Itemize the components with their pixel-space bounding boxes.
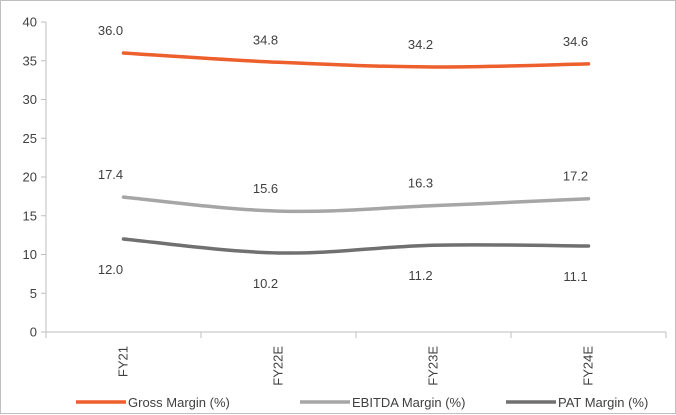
series-line-1 [121, 51, 591, 69]
legend-label: Gross Margin (%) [128, 395, 230, 410]
data-label: 12.0 [98, 262, 123, 277]
y-tick-label: 30 [23, 92, 37, 107]
data-label: 11.1 [563, 269, 587, 284]
data-label: 17.4 [98, 167, 123, 182]
x-tick-label: FY22E [271, 346, 286, 386]
x-tick-label: FY23E [426, 346, 441, 386]
data-label: 34.8 [253, 32, 278, 47]
y-tick-label: 10 [23, 247, 37, 262]
data-label: 34.6 [563, 34, 588, 49]
legend-label: PAT Margin (%) [558, 395, 648, 410]
y-tick-label: 40 [23, 15, 37, 30]
x-tick-label: FY24E [581, 346, 596, 386]
data-label: 11.2 [408, 268, 432, 283]
x-tick-label: FY21 [116, 346, 131, 377]
data-label: 15.6 [253, 181, 278, 196]
data-label: 17.2 [563, 169, 588, 184]
y-tick-label: 0 [30, 325, 37, 340]
legend-label: EBITDA Margin (%) [352, 395, 465, 410]
y-tick-label: 25 [23, 131, 37, 146]
data-label: 34.2 [408, 37, 433, 52]
y-tick-label: 35 [23, 53, 37, 68]
axes: 0 5 10 15 20 25 30 35 40 FY21 FY22E FY23E FY24E [23, 15, 667, 386]
y-tick-label: 20 [23, 170, 37, 185]
y-tick-label: 5 [30, 286, 37, 301]
data-label: 36.0 [98, 23, 123, 38]
data-label: 16.3 [408, 176, 433, 191]
series-lines [121, 51, 591, 255]
data-label: 10.2 [253, 276, 278, 291]
legend: Gross Margin (%) EBITDA Margin (%) PAT Mar… [76, 395, 648, 410]
data-labels: 36.0 34.8 34.2 34.6 17.4 15.6 16.3 17.2 12.0 10.2… [98, 23, 588, 291]
y-tick-label: 15 [23, 208, 37, 223]
series-line-2 [121, 195, 591, 214]
series-line-3 [121, 237, 591, 255]
